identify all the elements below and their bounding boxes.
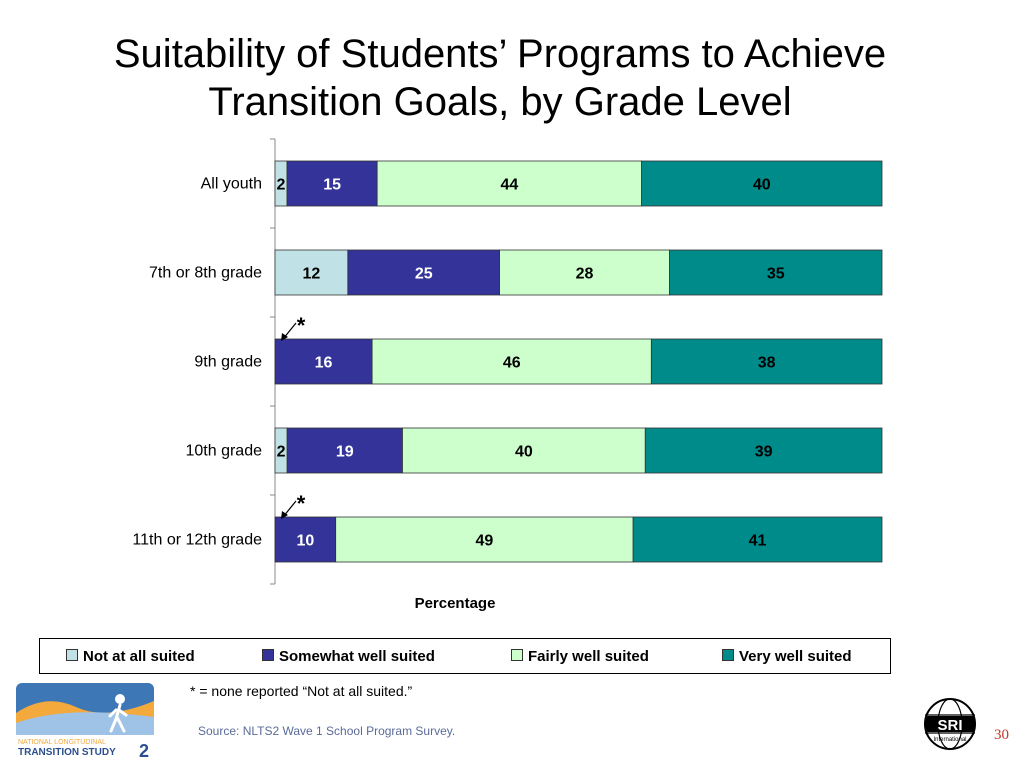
category-label-10th-grade: 10th grade xyxy=(185,443,262,460)
page-number: 30 xyxy=(994,727,1009,743)
data-label-not-at-all-suited-all-youth: 2 xyxy=(277,177,286,194)
nlts2-logo-line1: NATIONAL LONGITUDINAL xyxy=(18,739,106,746)
data-label-fairly-well-suited-11th-or-12th-grade: 49 xyxy=(476,533,494,550)
bar-fairly-well-suited-7th-or-8th-grade xyxy=(499,249,670,296)
stacked-bar-chart: All youth 2 15 44 40 7th or 8th grade 12 25 28 35… xyxy=(132,138,883,612)
nlts2-logo: NATIONAL LONGITUDINAL TRANSITION STUDY 2 xyxy=(16,683,154,759)
sri-logo-subtext: International xyxy=(933,737,966,743)
data-label-very-well-suited-all-youth: 40 xyxy=(753,177,771,194)
bar-very-well-suited-7th-or-8th-grade xyxy=(669,249,883,296)
annotation-asterisk-9th-grade: * xyxy=(297,313,306,338)
legend-item-somewhat-well-suited: Somewhat well suited xyxy=(262,649,435,665)
legend-label: Fairly well suited xyxy=(528,648,649,665)
bar-somewhat-well-suited-7th-or-8th-grade xyxy=(347,249,500,296)
legend-item-fairly-well-suited: Fairly well suited xyxy=(511,649,649,665)
data-label-somewhat-well-suited-all-youth: 15 xyxy=(323,177,341,194)
x-axis-title: Percentage xyxy=(415,595,496,612)
nlts2-logo-number: 2 xyxy=(139,741,149,759)
data-label-very-well-suited-7th-or-8th-grade: 35 xyxy=(767,266,785,283)
sri-international-logo: SRI International xyxy=(924,698,976,750)
legend-swatch-somewhat-well-suited xyxy=(262,649,274,661)
data-label-somewhat-well-suited-10th-grade: 19 xyxy=(336,444,354,461)
legend-item-not-at-all-suited: Not at all suited xyxy=(66,649,195,665)
bar-very-well-suited-9th-grade xyxy=(650,338,883,385)
footnote: * = none reported “Not at all suited.” xyxy=(190,683,413,699)
data-label-fairly-well-suited-10th-grade: 40 xyxy=(515,444,533,461)
bar-fairly-well-suited-11th-or-12th-grade xyxy=(335,516,634,563)
data-label-somewhat-well-suited-11th-or-12th-grade: 10 xyxy=(296,533,314,550)
category-label-7th-or-8th-grade: 7th or 8th grade xyxy=(149,265,262,282)
bar-fairly-well-suited-all-youth xyxy=(376,160,643,207)
bar-not-at-all-suited-7th-or-8th-grade xyxy=(274,249,349,296)
data-label-very-well-suited-11th-or-12th-grade: 41 xyxy=(749,533,767,550)
bar-somewhat-well-suited-10th-grade xyxy=(286,427,403,474)
bar-very-well-suited-all-youth xyxy=(641,160,883,207)
bar-very-well-suited-11th-or-12th-grade xyxy=(632,516,883,563)
data-label-very-well-suited-10th-grade: 39 xyxy=(755,444,773,461)
category-label-11th-or-12th-grade: 11th or 12th grade xyxy=(132,532,262,549)
legend-swatch-not-at-all-suited xyxy=(66,649,78,661)
category-label-all-youth: All youth xyxy=(201,176,262,193)
data-label-fairly-well-suited-9th-grade: 46 xyxy=(503,355,521,372)
legend-label: Not at all suited xyxy=(83,648,195,665)
bar-somewhat-well-suited-9th-grade xyxy=(274,338,373,385)
source-note: Source: NLTS2 Wave 1 School Program Surv… xyxy=(198,724,456,738)
title-line-1: Suitability of Students’ Programs to Ach… xyxy=(113,32,887,76)
data-label-fairly-well-suited-7th-or-8th-grade: 28 xyxy=(576,266,594,283)
category-label-9th-grade: 9th grade xyxy=(194,354,262,371)
data-label-not-at-all-suited-10th-grade: 2 xyxy=(277,444,286,461)
title-line-2: Transition Goals, by Grade Level xyxy=(208,80,792,124)
bar-fairly-well-suited-9th-grade xyxy=(371,338,652,385)
annotation-arrowhead-9th-grade xyxy=(281,333,288,341)
annotation-asterisk-11th-or-12th-grade: * xyxy=(297,491,306,516)
bar-somewhat-well-suited-11th-or-12th-grade xyxy=(274,516,337,563)
bar-very-well-suited-10th-grade xyxy=(644,427,883,474)
chart-legend: Not at all suited Somewhat well suited F… xyxy=(39,638,891,674)
data-label-very-well-suited-9th-grade: 38 xyxy=(758,355,776,372)
legend-label: Somewhat well suited xyxy=(279,648,435,665)
nlts2-logo-line2: TRANSITION STUDY xyxy=(18,747,116,758)
data-label-fairly-well-suited-all-youth: 44 xyxy=(500,177,518,194)
data-label-somewhat-well-suited-7th-or-8th-grade: 25 xyxy=(415,266,433,283)
annotation-arrowhead-11th-or-12th-grade xyxy=(281,511,288,519)
legend-label: Very well suited xyxy=(739,648,852,665)
sri-logo-text: SRI xyxy=(937,717,962,734)
legend-swatch-very-well-suited xyxy=(722,649,734,661)
slide-title: Suitability of Students’ Programs to Ach… xyxy=(0,30,1000,126)
data-label-somewhat-well-suited-9th-grade: 16 xyxy=(315,355,333,372)
legend-item-very-well-suited: Very well suited xyxy=(722,649,852,665)
bar-somewhat-well-suited-all-youth xyxy=(286,160,378,207)
data-label-not-at-all-suited-7th-or-8th-grade: 12 xyxy=(303,266,321,283)
legend-swatch-fairly-well-suited xyxy=(511,649,523,661)
